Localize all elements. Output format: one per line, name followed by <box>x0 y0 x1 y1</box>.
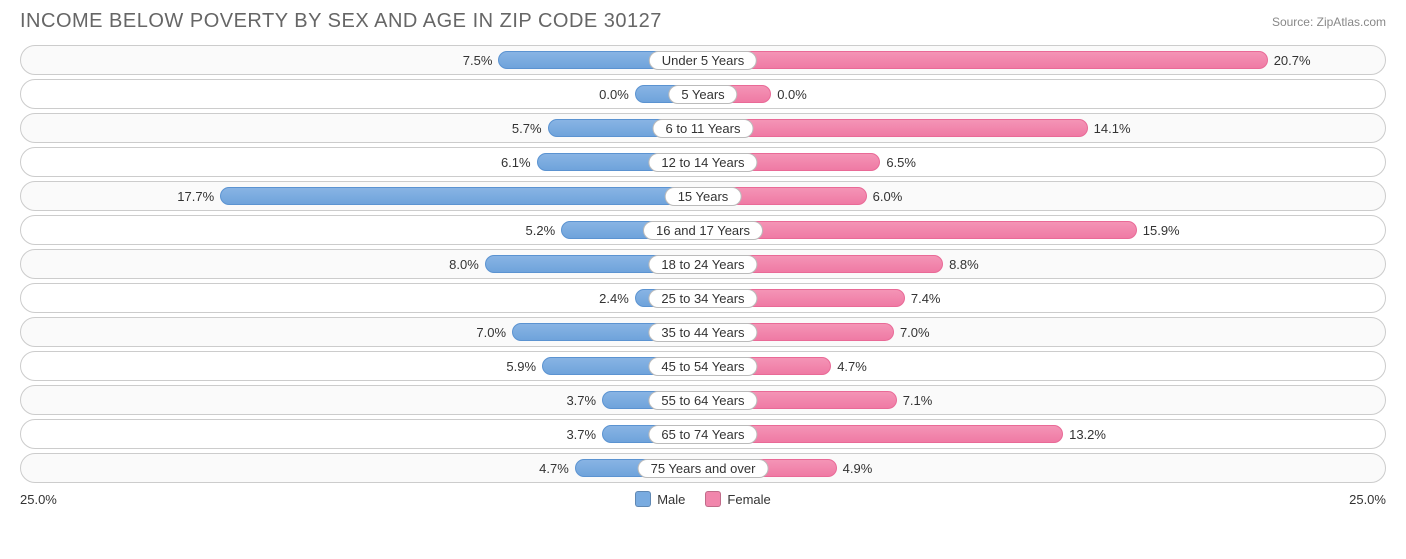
chart-source: Source: ZipAtlas.com <box>1272 15 1386 29</box>
female-half: 14.1% <box>703 114 1385 142</box>
category-label: 16 and 17 Years <box>643 221 763 240</box>
female-bar <box>703 51 1268 69</box>
category-label: 25 to 34 Years <box>648 289 757 308</box>
female-value: 6.5% <box>880 155 922 170</box>
female-half: 7.4% <box>703 284 1385 312</box>
swatch-male <box>635 491 651 507</box>
chart-row: 5.9% 4.7% 45 to 54 Years <box>20 351 1386 381</box>
male-half: 4.7% <box>21 454 703 482</box>
chart-row: 5.2% 15.9% 16 and 17 Years <box>20 215 1386 245</box>
male-value: 3.7% <box>560 427 602 442</box>
female-half: 7.0% <box>703 318 1385 346</box>
female-value: 0.0% <box>771 87 813 102</box>
male-half: 5.2% <box>21 216 703 244</box>
male-value: 17.7% <box>171 189 220 204</box>
female-half: 7.1% <box>703 386 1385 414</box>
male-half: 3.7% <box>21 420 703 448</box>
female-value: 14.1% <box>1088 121 1137 136</box>
male-half: 3.7% <box>21 386 703 414</box>
chart-row: 2.4% 7.4% 25 to 34 Years <box>20 283 1386 313</box>
chart-area: 7.5% 20.7% Under 5 Years 0.0% 0.0% 5 Years 5.7… <box>20 45 1386 483</box>
male-value: 5.9% <box>500 359 542 374</box>
male-bar <box>220 187 703 205</box>
male-value: 5.2% <box>520 223 562 238</box>
male-value: 4.7% <box>533 461 575 476</box>
category-label: Under 5 Years <box>649 51 757 70</box>
category-label: 35 to 44 Years <box>648 323 757 342</box>
female-half: 4.9% <box>703 454 1385 482</box>
chart-row: 8.0% 8.8% 18 to 24 Years <box>20 249 1386 279</box>
male-half: 2.4% <box>21 284 703 312</box>
male-half: 5.7% <box>21 114 703 142</box>
chart-row: 4.7% 4.9% 75 Years and over <box>20 453 1386 483</box>
male-half: 5.9% <box>21 352 703 380</box>
male-half: 8.0% <box>21 250 703 278</box>
female-half: 6.0% <box>703 182 1385 210</box>
chart-footer: 25.0% Male Female 25.0% <box>20 491 1386 507</box>
male-value: 7.0% <box>470 325 512 340</box>
female-half: 0.0% <box>703 80 1385 108</box>
category-label: 55 to 64 Years <box>648 391 757 410</box>
category-label: 75 Years and over <box>638 459 769 478</box>
chart-row: 7.0% 7.0% 35 to 44 Years <box>20 317 1386 347</box>
chart-title: INCOME BELOW POVERTY BY SEX AND AGE IN Z… <box>20 10 662 33</box>
male-value: 7.5% <box>457 53 499 68</box>
female-bar <box>703 119 1088 137</box>
female-half: 20.7% <box>703 46 1385 74</box>
male-value: 8.0% <box>443 257 485 272</box>
male-half: 7.5% <box>21 46 703 74</box>
female-value: 7.1% <box>897 393 939 408</box>
legend-female: Female <box>705 491 770 507</box>
category-label: 5 Years <box>668 85 737 104</box>
female-half: 13.2% <box>703 420 1385 448</box>
female-half: 6.5% <box>703 148 1385 176</box>
category-label: 6 to 11 Years <box>653 119 754 138</box>
chart-row: 3.7% 7.1% 55 to 64 Years <box>20 385 1386 415</box>
male-half: 7.0% <box>21 318 703 346</box>
female-value: 4.9% <box>837 461 879 476</box>
chart-row: 3.7% 13.2% 65 to 74 Years <box>20 419 1386 449</box>
female-half: 4.7% <box>703 352 1385 380</box>
chart-row: 17.7% 6.0% 15 Years <box>20 181 1386 211</box>
male-value: 2.4% <box>593 291 635 306</box>
male-half: 17.7% <box>21 182 703 210</box>
female-value: 13.2% <box>1063 427 1112 442</box>
chart-row: 7.5% 20.7% Under 5 Years <box>20 45 1386 75</box>
category-label: 45 to 54 Years <box>648 357 757 376</box>
male-half: 6.1% <box>21 148 703 176</box>
chart-header: INCOME BELOW POVERTY BY SEX AND AGE IN Z… <box>20 10 1386 33</box>
female-value: 7.0% <box>894 325 936 340</box>
female-half: 8.8% <box>703 250 1385 278</box>
male-half: 0.0% <box>21 80 703 108</box>
male-value: 3.7% <box>560 393 602 408</box>
chart-row: 5.7% 14.1% 6 to 11 Years <box>20 113 1386 143</box>
female-value: 6.0% <box>867 189 909 204</box>
female-value: 15.9% <box>1137 223 1186 238</box>
male-value: 0.0% <box>593 87 635 102</box>
legend-male: Male <box>635 491 685 507</box>
female-bar <box>703 221 1137 239</box>
category-label: 12 to 14 Years <box>648 153 757 172</box>
chart-row: 0.0% 0.0% 5 Years <box>20 79 1386 109</box>
female-value: 8.8% <box>943 257 985 272</box>
axis-max-left: 25.0% <box>20 492 57 507</box>
category-label: 15 Years <box>665 187 742 206</box>
chart-row: 6.1% 6.5% 12 to 14 Years <box>20 147 1386 177</box>
male-value: 5.7% <box>506 121 548 136</box>
category-label: 18 to 24 Years <box>648 255 757 274</box>
category-label: 65 to 74 Years <box>648 425 757 444</box>
female-value: 7.4% <box>905 291 947 306</box>
legend-male-label: Male <box>657 492 685 507</box>
female-half: 15.9% <box>703 216 1385 244</box>
swatch-female <box>705 491 721 507</box>
female-value: 20.7% <box>1268 53 1317 68</box>
legend-female-label: Female <box>727 492 770 507</box>
legend: Male Female <box>635 491 771 507</box>
male-value: 6.1% <box>495 155 537 170</box>
axis-max-right: 25.0% <box>1349 492 1386 507</box>
female-value: 4.7% <box>831 359 873 374</box>
